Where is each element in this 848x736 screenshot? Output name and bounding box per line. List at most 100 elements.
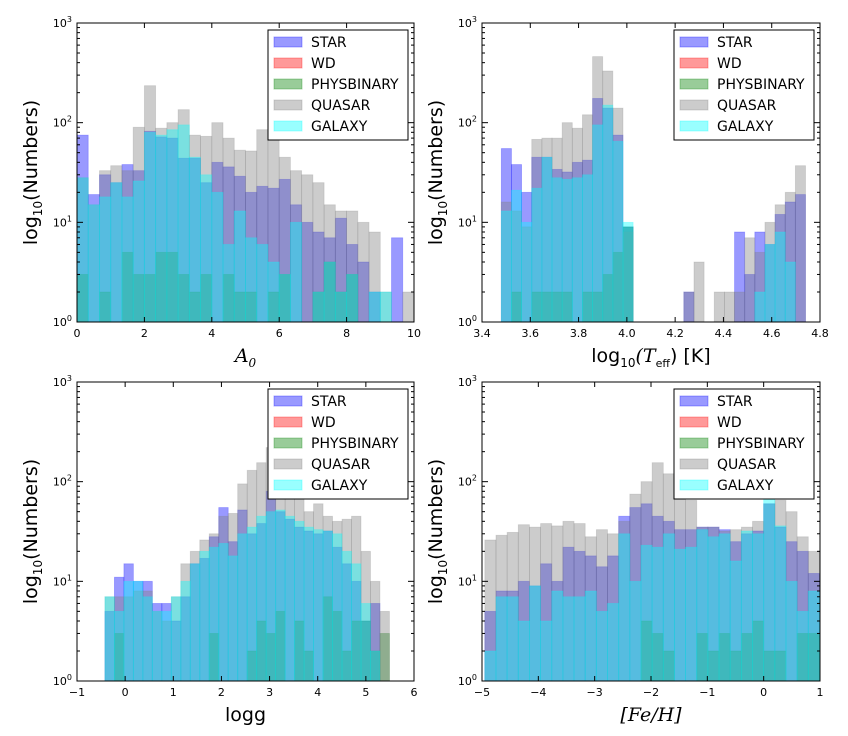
legend-item-physbinary: PHYSBINARY [273,77,399,93]
y-tick-exp: 0 [472,314,477,323]
legend-item-wd: WD [273,56,336,72]
x-tick-label: −2 [643,686,659,699]
y-label-rest: (Numbers) [20,100,42,201]
legend-box [267,29,409,141]
series-galaxy [104,509,381,682]
series-star [76,130,404,323]
bar-galaxy [208,546,220,682]
bar-galaxy [110,182,123,323]
y-tick-base: 10 [53,117,67,130]
x-label-main: [Fe/H] [620,704,682,726]
bar-galaxy [707,536,720,682]
bar-galaxy [114,610,125,682]
legend-swatch [273,78,303,90]
bar-galaxy [166,129,179,323]
x-tick-label: 1 [170,686,177,699]
y-label-sub: 10 [436,201,450,216]
x-axis-label: logg [225,704,266,726]
bar-galaxy [540,620,553,682]
legend: STAR WD PHYSBINARY QUASAR GALAXY [673,29,815,141]
series-galaxy [76,124,392,323]
legend-swatch [679,36,709,48]
x-tick-label: 0 [122,686,129,699]
x-label-rest2: ) [K] [670,345,711,367]
bar-galaxy [685,546,698,682]
x-tick-label: 3.4 [473,327,491,340]
bar-galaxy [607,603,620,682]
plot-frame [76,22,415,323]
y-tick-exp: 1 [67,214,72,223]
y-tick-label: 103 [53,15,72,30]
legend-label: WD [311,56,336,72]
bar-galaxy [87,204,100,323]
legend-swatch [679,437,709,449]
bar-galaxy [313,529,324,682]
bar-galaxy [99,196,112,323]
y-tick-exp: 0 [67,314,72,323]
bar-galaxy [774,525,787,682]
x-label-main: logg [225,704,266,726]
legend-item-quasar: QUASAR [273,457,371,473]
x-tick-label: 4.2 [666,327,684,340]
legend-swatch [679,395,709,407]
bar-galaxy [551,590,564,682]
legend-label: GALAXY [311,478,368,494]
series-star [104,490,381,682]
bar-galaxy [662,533,675,682]
bar-galaxy [284,515,296,682]
y-axis-label: log10(Numbers) [20,459,45,604]
series-quasar [484,462,820,682]
bar-galaxy [592,124,604,323]
legend-swatch [273,479,303,491]
legend-swatch [273,36,303,48]
x-tick-label: 6 [411,686,418,699]
x-tick-label: 0 [760,686,767,699]
series-physbinary [114,596,390,682]
bar-quasar [744,237,756,323]
bar-galaxy [151,610,163,682]
legend-label: STAR [717,394,753,410]
y-tick-label: 101 [53,573,72,588]
legend-swatch [679,57,709,69]
bar-galaxy [651,546,664,682]
legend-swatch [679,78,709,90]
bar-galaxy [199,550,210,682]
legend-label: WD [717,56,742,72]
series-quasar [104,447,390,682]
y-label-main: log [425,575,447,604]
legend-swatch [273,99,303,111]
legend-item-physbinary: PHYSBINARY [273,436,399,452]
bar-galaxy [155,134,168,323]
legend-label: PHYSBINARY [717,77,805,93]
bar-galaxy [754,291,766,323]
bar-quasar [693,261,705,323]
y-tick-exp: 3 [472,15,477,24]
x-tick-label: 10 [407,327,421,340]
bar-galaxy [584,590,597,682]
bar-galaxy [265,511,277,682]
bar-galaxy [237,533,248,682]
bar-galaxy [346,274,359,323]
x-label-main: log [591,345,620,367]
x-tick-label: 4.4 [715,327,733,340]
legend-swatch [273,416,303,428]
x-tick-label: 4 [314,686,321,699]
x-tick-label: 3 [266,686,273,699]
bar-galaxy [629,580,642,682]
y-tick-label: 100 [458,314,477,329]
bar-galaxy [622,221,634,323]
y-tick-exp: 2 [472,115,477,124]
bar-galaxy [368,291,381,323]
bar-galaxy [332,533,343,682]
legend-item-galaxy: GALAXY [273,119,368,135]
x-tick-label: 4.6 [763,327,781,340]
legend-label: QUASAR [717,457,777,473]
bar-galaxy [796,610,809,682]
y-tick-label: 101 [458,573,477,588]
y-tick-label: 102 [53,474,72,489]
bar-galaxy [267,261,280,323]
bar-galaxy [312,291,325,323]
bar-galaxy [351,563,362,682]
legend-item-wd: WD [679,415,742,431]
y-tick-label: 101 [458,214,477,229]
